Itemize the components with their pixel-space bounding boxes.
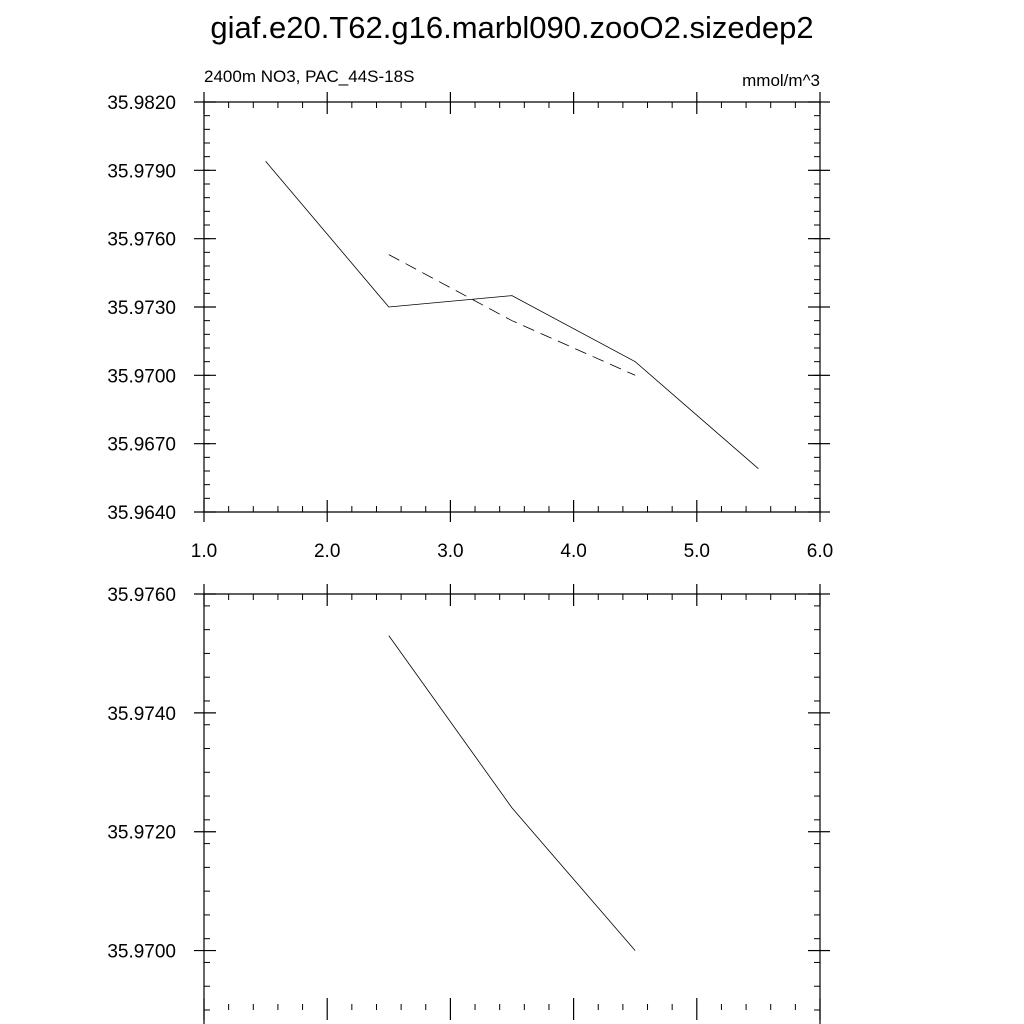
y-tick-label: 35.9790 [107, 161, 176, 182]
series-line-solid [265, 160, 759, 470]
y-tick-label: 35.9760 [107, 585, 176, 606]
panel-subtitle-left: 2400m NO3, PAC_44S-18S [204, 67, 414, 86]
y-tick-label: 35.9820 [107, 93, 176, 114]
bottom-panel: 35.9700 35.9720 35.9740 35.9760 [107, 584, 830, 1024]
y-tick-label: 35.9760 [107, 230, 176, 251]
y-tick-label: 35.9700 [107, 942, 176, 963]
x-tick-label: 2.0 [314, 541, 340, 562]
y-tick-label: 35.9640 [107, 503, 176, 524]
x-tick-label: 4.0 [560, 541, 586, 562]
series-line-solid [388, 635, 636, 951]
x-tick-label: 3.0 [437, 541, 463, 562]
y-tick-label: 35.9740 [107, 704, 176, 725]
x-tick-label: 1.0 [191, 541, 217, 562]
y-tick-label: 35.9700 [107, 366, 176, 387]
y-tick-label: 35.9720 [107, 823, 176, 844]
series-line-dashed [388, 254, 636, 376]
figure-title: giaf.e20.T62.g16.marbl090.zooO2.sizedep2 [210, 10, 813, 45]
x-tick-label: 5.0 [684, 541, 710, 562]
y-tick-label: 35.9670 [107, 435, 176, 456]
y-tick-label: 35.9730 [107, 298, 176, 319]
x-tick-label: 6.0 [807, 541, 833, 562]
top-panel: 2400m NO3, PAC_44S-18S mmol/m^3 35.9640 3… [107, 67, 833, 562]
panel-units-label: mmol/m^3 [742, 71, 820, 90]
